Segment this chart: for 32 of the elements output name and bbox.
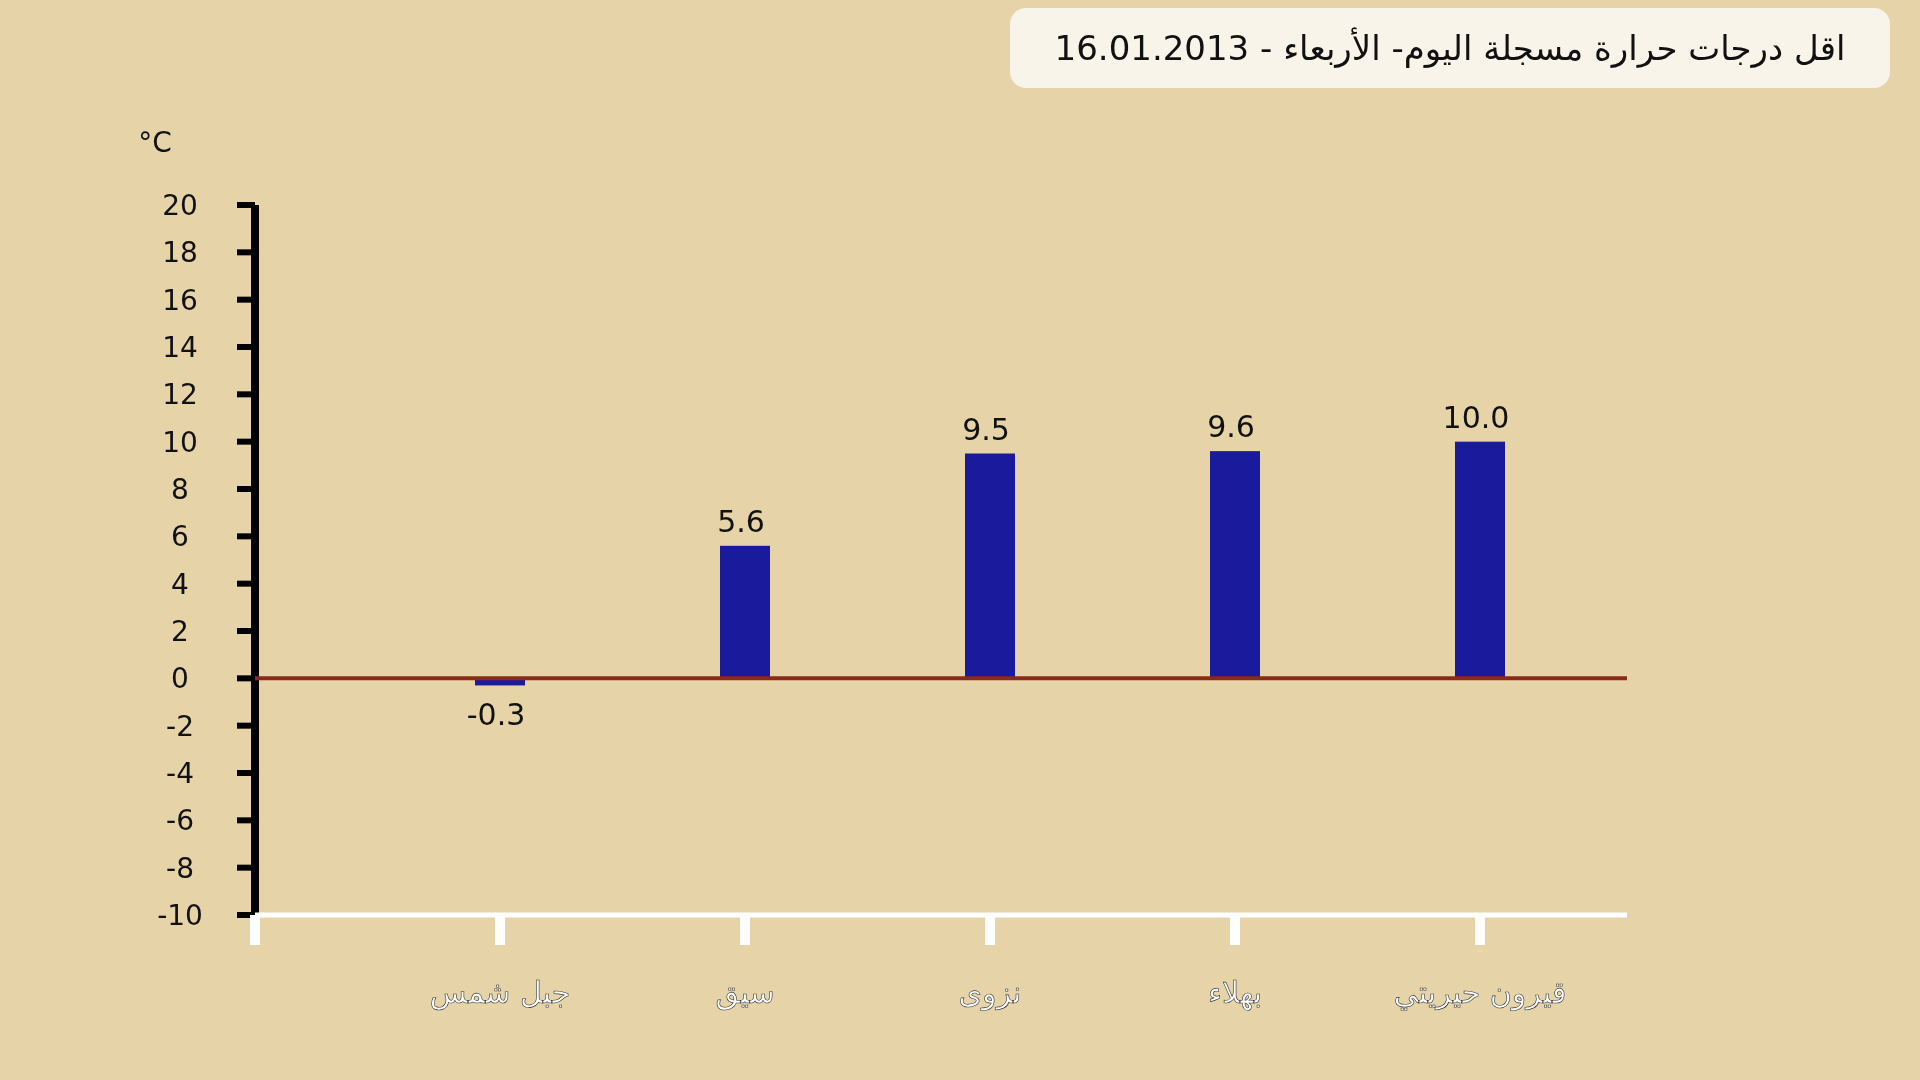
text: 9.6 <box>1207 409 1255 445</box>
y-tick-label: 14 <box>162 331 198 364</box>
y-tick-label: 8 <box>171 473 189 506</box>
y-tick-label: -2 <box>166 709 194 743</box>
text: 9.5 <box>962 411 1010 447</box>
y-tick-label: 10 <box>162 425 198 459</box>
y-tick-label: 2 <box>171 615 189 648</box>
y-tick-label: -6 <box>166 804 194 838</box>
y-tick-label: 18 <box>162 236 198 270</box>
x-tick-label: جبل شمس <box>429 975 571 1010</box>
text: 5.6 <box>717 503 765 539</box>
bar <box>965 453 1015 679</box>
bar <box>1455 441 1505 679</box>
x-tick-label: نزوى <box>958 975 1022 1011</box>
y-tick-label: 12 <box>162 378 198 412</box>
y-axis-title: °C <box>138 126 172 159</box>
x-tick-label: سيق <box>715 975 775 1010</box>
chart-title: اقل درجات حرارة مسجلة اليوم- الأربعاء - 16.01.2013 <box>1054 27 1846 69</box>
bar <box>720 545 770 679</box>
text: 10.0 <box>1442 399 1510 435</box>
y-tick-label: 20 <box>162 189 198 222</box>
y-tick-label: -10 <box>157 899 203 932</box>
y-tick-label: 4 <box>171 567 189 601</box>
bar <box>1210 451 1260 679</box>
y-tick-label: -4 <box>166 757 194 790</box>
text: -0.3 <box>466 697 526 733</box>
y-tick-label: -8 <box>166 851 194 885</box>
y-tick-label: 16 <box>162 283 198 317</box>
y-tick-label: 6 <box>171 520 189 554</box>
y-tick-label: 0 <box>171 662 189 696</box>
x-tick-label: قيرون حيريتي <box>1393 975 1567 1011</box>
x-tick-label: بهلاء <box>1207 975 1263 1011</box>
